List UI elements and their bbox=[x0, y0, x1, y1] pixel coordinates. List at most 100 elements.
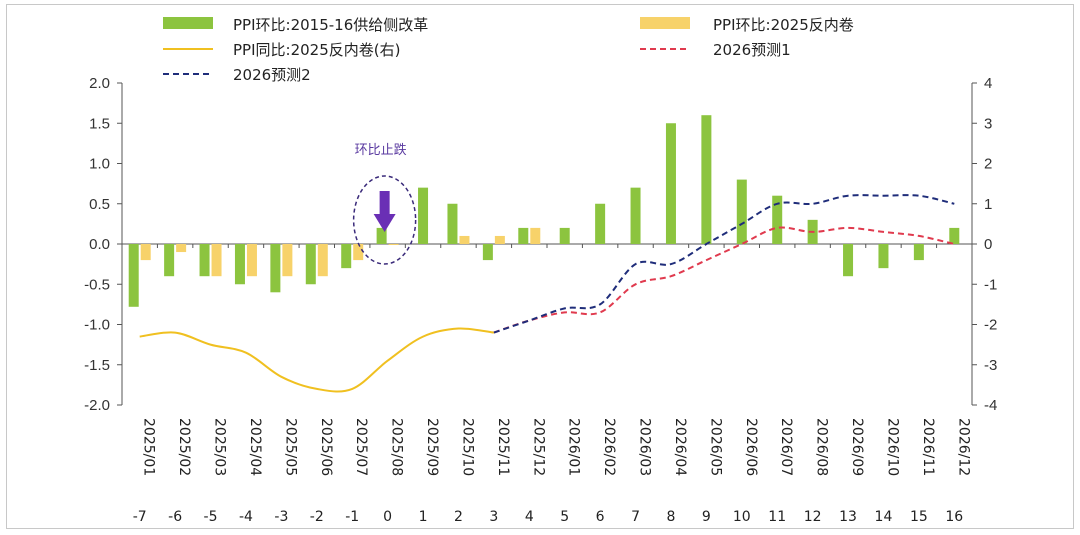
x-category-label: 2025/05 bbox=[282, 418, 298, 476]
line-ppi-yoy-anti-involution bbox=[139, 327, 495, 393]
chart-frame bbox=[6, 4, 1074, 529]
y-tick-label-left: -2.0 bbox=[84, 397, 110, 414]
x-index-label: 10 bbox=[733, 509, 751, 525]
bar-anti-involution bbox=[494, 235, 505, 244]
x-category-label: 2025/04 bbox=[247, 418, 263, 476]
bar-supply-side-reform bbox=[736, 179, 747, 244]
x-index-label: 3 bbox=[489, 509, 498, 525]
x-index-label: 4 bbox=[525, 509, 534, 525]
x-category-label: 2025/10 bbox=[459, 418, 475, 476]
bar-supply-side-reform bbox=[305, 244, 316, 285]
bar-supply-side-reform bbox=[559, 227, 570, 244]
bar-supply-side-reform bbox=[164, 244, 175, 277]
x-category-label: 2026/04 bbox=[672, 418, 688, 476]
legend-label-ppi-yoy: PPI同比:2025反内卷(右) bbox=[233, 41, 400, 59]
x-index-label: 11 bbox=[768, 509, 786, 525]
annotation-text: 环比止跌 bbox=[355, 142, 407, 158]
x-index-label: -6 bbox=[168, 509, 182, 525]
bar-anti-involution bbox=[140, 244, 151, 261]
legend-label-anti-involution: PPI环比:2025反内卷 bbox=[713, 16, 854, 34]
legend-label-forecast-2: 2026预测2 bbox=[233, 66, 311, 84]
y-tick-label-left: -1.5 bbox=[84, 357, 110, 374]
bar-anti-involution bbox=[211, 244, 222, 277]
bar-supply-side-reform bbox=[376, 227, 387, 244]
y-tick-label-left: 0.5 bbox=[89, 196, 110, 213]
bar-supply-side-reform bbox=[482, 244, 493, 261]
x-index-label: 13 bbox=[839, 509, 857, 525]
x-index-label: 12 bbox=[804, 509, 822, 525]
x-category-label: 2026/07 bbox=[778, 418, 794, 476]
x-index-label: 8 bbox=[666, 509, 675, 525]
bar-supply-side-reform bbox=[630, 187, 641, 244]
bar-supply-side-reform bbox=[447, 203, 458, 244]
y-tick-label-right: -1 bbox=[984, 276, 997, 293]
x-index-label: 15 bbox=[910, 509, 928, 525]
bar-supply-side-reform bbox=[913, 244, 924, 261]
y-tick-label-left: 1.0 bbox=[89, 156, 110, 173]
bar-supply-side-reform bbox=[878, 244, 889, 269]
x-category-label: 2026/09 bbox=[849, 418, 865, 476]
bar-supply-side-reform bbox=[595, 203, 606, 244]
bar-supply-side-reform bbox=[270, 244, 281, 293]
x-category-label: 2025/06 bbox=[318, 418, 334, 476]
bar-anti-involution bbox=[353, 244, 364, 261]
y-tick-label-left: -1.0 bbox=[84, 317, 110, 334]
bar-anti-involution bbox=[459, 235, 470, 244]
y-tick-label-left: 2.0 bbox=[89, 75, 110, 92]
annotation-ellipse bbox=[352, 175, 417, 265]
x-category-label: 2025/07 bbox=[353, 418, 369, 476]
bar-supply-side-reform bbox=[949, 227, 960, 244]
line-forecast-2 bbox=[493, 194, 955, 334]
y-tick-label-left: 1.5 bbox=[89, 115, 110, 132]
x-index-label: 5 bbox=[560, 509, 569, 525]
down-arrow-icon bbox=[373, 191, 396, 232]
x-index-label: 6 bbox=[596, 509, 605, 525]
x-index-label: 0 bbox=[383, 509, 392, 525]
x-category-label: 2026/11 bbox=[920, 418, 936, 476]
bar-supply-side-reform bbox=[665, 123, 676, 244]
x-category-label: 2026/02 bbox=[601, 418, 617, 476]
bar-supply-side-reform bbox=[128, 244, 139, 307]
x-index-label: 14 bbox=[875, 509, 893, 525]
legend: PPI环比:2015-16供给侧改革 PPI环比:2025反内卷 PPI同比:202… bbox=[163, 16, 854, 84]
bar-supply-side-reform bbox=[701, 115, 712, 244]
x-category-label: 2025/08 bbox=[389, 418, 405, 476]
x-index-label: 7 bbox=[631, 509, 640, 525]
x-index-label: 1 bbox=[419, 509, 428, 525]
x-category-label: 2025/01 bbox=[141, 418, 157, 476]
bar-anti-involution bbox=[176, 244, 187, 253]
bar-anti-involution bbox=[530, 227, 541, 244]
x-index-label: -5 bbox=[204, 509, 218, 525]
x-index-label: -2 bbox=[310, 509, 324, 525]
y-tick-label-left: 0.0 bbox=[89, 236, 110, 253]
bar-supply-side-reform bbox=[843, 244, 854, 277]
x-category-label: 2025/02 bbox=[176, 418, 192, 476]
x-index-label: 9 bbox=[702, 509, 711, 525]
x-category-label: 2026/10 bbox=[884, 418, 900, 476]
x-category-label: 2026/05 bbox=[707, 418, 723, 476]
x-category-label: 2026/01 bbox=[566, 418, 582, 476]
x-category-label: 2026/03 bbox=[637, 418, 653, 476]
y-tick-label-right: 4 bbox=[984, 75, 992, 92]
x-index-label: -1 bbox=[345, 509, 359, 525]
y-tick-label-right: 1 bbox=[984, 196, 992, 213]
x-category-label: 2025/03 bbox=[212, 418, 228, 476]
line-forecast-1 bbox=[493, 226, 955, 334]
x-category-label: 2026/06 bbox=[743, 418, 759, 476]
y-tick-label-right: 3 bbox=[984, 115, 992, 132]
legend-swatch-anti-involution bbox=[640, 17, 690, 29]
bar-anti-involution bbox=[388, 244, 399, 245]
x-index-label: -4 bbox=[239, 509, 253, 525]
legend-swatch-supply-side-reform bbox=[163, 17, 213, 29]
y-tick-label-left: -0.5 bbox=[84, 276, 110, 293]
bar-supply-side-reform bbox=[418, 187, 429, 244]
x-index-label: 16 bbox=[945, 509, 963, 525]
y-tick-label-right: -2 bbox=[984, 317, 997, 334]
bar-anti-involution bbox=[282, 244, 293, 277]
y-tick-label-right: -3 bbox=[984, 357, 997, 374]
bar-anti-involution bbox=[317, 244, 328, 277]
y-tick-label-right: -4 bbox=[984, 397, 997, 414]
x-category-label: 2025/11 bbox=[495, 418, 511, 476]
x-category-label: 2026/08 bbox=[814, 418, 830, 476]
